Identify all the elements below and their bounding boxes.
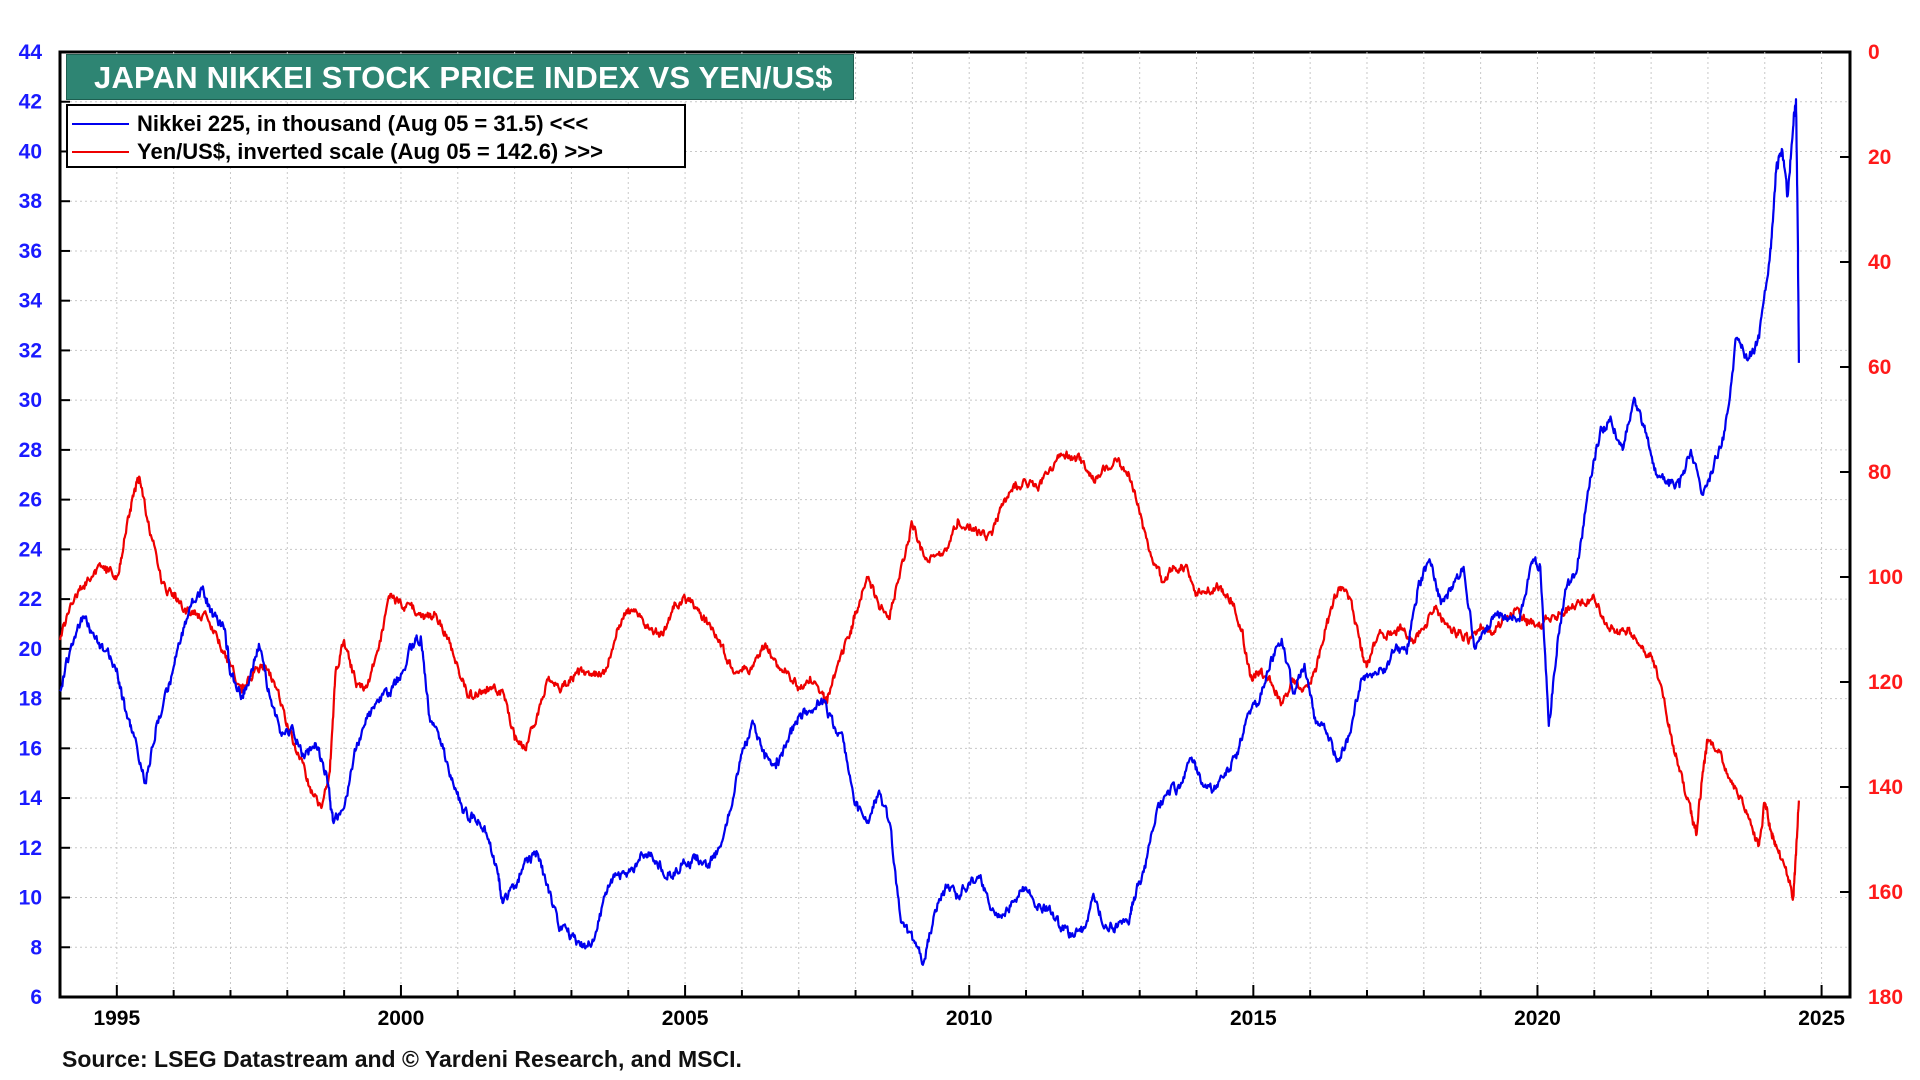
chart-legend: Nikkei 225, in thousand (Aug 05 = 31.5) … (66, 104, 686, 168)
y-left-tick-label: 12 (19, 837, 42, 860)
chart-title: JAPAN NIKKEI STOCK PRICE INDEX VS YEN/US… (66, 54, 854, 100)
y-left-tick-label: 38 (19, 190, 43, 213)
y-left-tick-label: 24 (19, 538, 43, 561)
y-left-tick-label: 20 (19, 638, 42, 661)
y-left-tick-label: 14 (19, 787, 43, 810)
y-left-tick-label: 8 (30, 936, 42, 959)
y-right-tick-label: 0 (1868, 41, 1880, 64)
legend-swatch-nikkei (72, 123, 129, 125)
x-tick-label: 2025 (1798, 1007, 1845, 1030)
legend-item-yen: Yen/US$, inverted scale (Aug 05 = 142.6)… (72, 138, 603, 166)
y-left-tick-label: 40 (19, 140, 42, 163)
x-tick-label: 2000 (378, 1007, 425, 1030)
legend-swatch-yen (72, 151, 129, 153)
legend-label-nikkei: Nikkei 225, in thousand (Aug 05 = 31.5) … (137, 111, 589, 136)
x-tick-label: 1995 (93, 1007, 140, 1030)
y-left-tick-label: 44 (19, 41, 43, 64)
axis-ticks (60, 51, 1850, 998)
legend-item-nikkei: Nikkei 225, in thousand (Aug 05 = 31.5) … (72, 110, 588, 138)
y-left-tick-label: 42 (19, 91, 42, 114)
y-left-tick-labels: 6 8 10 12 14 16 18 20 22 24 26 28 30 32 34 36 38 40 42 44 (19, 41, 43, 1009)
y-right-tick-label: 80 (1868, 461, 1891, 484)
y-right-tick-label: 160 (1868, 881, 1903, 904)
y-left-tick-label: 26 (19, 489, 42, 512)
y-right-tick-label: 20 (1868, 146, 1891, 169)
x-tick-label: 2005 (662, 1007, 709, 1030)
y-right-tick-label: 120 (1868, 671, 1903, 694)
y-left-tick-label: 30 (19, 389, 42, 412)
x-tick-label: 2010 (946, 1007, 993, 1030)
x-tick-label: 2020 (1514, 1007, 1561, 1030)
y-left-tick-label: 32 (19, 339, 42, 362)
y-right-tick-labels: 0 20 40 60 80 100 120 140 160 180 (1868, 41, 1903, 1009)
y-left-tick-label: 28 (19, 439, 43, 462)
legend-label-yen: Yen/US$, inverted scale (Aug 05 = 142.6)… (137, 139, 603, 164)
y-right-tick-label: 140 (1868, 776, 1903, 799)
series-line-yen (58, 450, 1800, 901)
plot-frame (58, 50, 1852, 999)
y-left-tick-label: 34 (19, 290, 43, 313)
y-left-tick-label: 18 (19, 688, 43, 711)
y-left-tick-label: 22 (19, 588, 42, 611)
x-tick-label: 2015 (1230, 1007, 1277, 1030)
y-right-tick-label: 180 (1868, 986, 1903, 1009)
source-note: Source: LSEG Datastream and © Yardeni Re… (62, 1046, 742, 1072)
y-right-tick-label: 100 (1868, 566, 1903, 589)
x-tick-labels: 1995 2000 2005 2010 2015 2020 2025 (93, 1007, 1845, 1030)
y-right-tick-label: 60 (1868, 356, 1891, 379)
y-left-tick-label: 16 (19, 737, 42, 760)
y-left-tick-label: 36 (19, 240, 42, 263)
series-line-nikkei (59, 98, 1800, 966)
y-right-tick-label: 40 (1868, 251, 1891, 274)
y-left-tick-label: 10 (19, 887, 42, 910)
y-left-tick-label: 6 (30, 986, 42, 1009)
